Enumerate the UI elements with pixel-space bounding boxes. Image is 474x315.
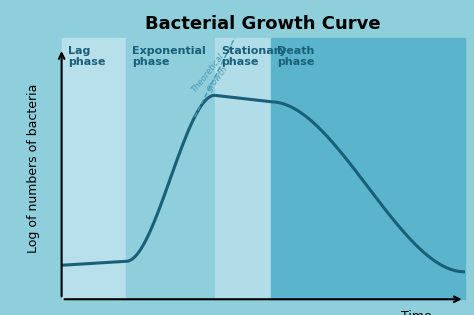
Text: Time: Time xyxy=(401,310,431,315)
Text: Theoretical
growth: Theoretical growth xyxy=(191,51,235,100)
Text: Exponential
phase: Exponential phase xyxy=(132,46,206,67)
Bar xyxy=(215,38,271,299)
Bar xyxy=(271,38,465,299)
Text: Lag
phase: Lag phase xyxy=(68,46,105,67)
Title: Bacterial Growth Curve: Bacterial Growth Curve xyxy=(145,15,381,33)
Bar xyxy=(62,38,126,299)
Bar xyxy=(126,38,215,299)
Text: Stationary
phase: Stationary phase xyxy=(221,46,286,67)
Text: Log of numbers of bacteria: Log of numbers of bacteria xyxy=(27,84,40,253)
Text: Death
phase: Death phase xyxy=(277,46,315,67)
